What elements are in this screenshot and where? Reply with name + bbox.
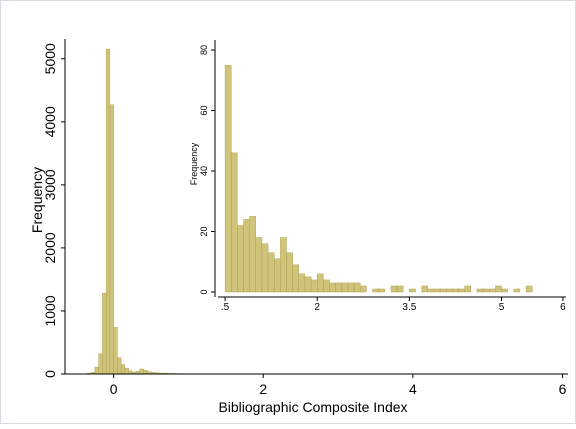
inset-x-tick-label: 5 xyxy=(499,302,505,313)
inset-x-tick-label: 6 xyxy=(560,302,566,313)
inset-bar xyxy=(397,286,403,292)
inset-bar xyxy=(280,238,286,292)
inset-bar xyxy=(409,289,415,292)
main-bar xyxy=(117,358,121,374)
main-bar xyxy=(140,369,144,374)
main-bar xyxy=(114,327,118,374)
inset-bar xyxy=(514,289,520,292)
inset-bar xyxy=(299,274,305,292)
inset-bar xyxy=(274,259,280,292)
main-x-tick-label: 2 xyxy=(259,381,267,397)
main-y-tick-label: 2000 xyxy=(42,232,58,263)
main-y-axis-label: Frequency xyxy=(29,167,45,233)
main-bar xyxy=(95,367,99,374)
inset-bar xyxy=(305,277,311,292)
main-bar xyxy=(106,49,110,374)
inset-bar xyxy=(489,289,495,292)
inset-bar xyxy=(323,280,329,292)
inset-bar xyxy=(342,283,348,292)
inset-bar xyxy=(237,225,243,292)
inset-bar xyxy=(452,289,458,292)
inset-bar xyxy=(225,65,231,292)
inset-bar xyxy=(483,289,489,292)
main-bar xyxy=(110,105,114,374)
main-x-tick-label: 6 xyxy=(559,381,567,397)
inset-y-axis-label: Frequency xyxy=(189,142,199,185)
inset-bar xyxy=(495,286,501,292)
inset-x-tick-label: 2 xyxy=(314,302,320,313)
main-bar xyxy=(125,368,129,374)
inset-bar xyxy=(465,286,471,292)
inset-bar xyxy=(440,289,446,292)
inset-bar xyxy=(317,274,323,292)
inset-bar xyxy=(256,238,262,292)
inset-bar xyxy=(434,289,440,292)
main-x-tick-label: 4 xyxy=(409,381,417,397)
inset-bar xyxy=(502,289,508,292)
main-bar xyxy=(144,370,148,374)
inset-bar xyxy=(262,244,268,292)
inset-y-tick-label: 0 xyxy=(199,289,209,294)
main-y-tick-label: 0 xyxy=(42,370,58,378)
inset-bar xyxy=(446,289,452,292)
inset-bar xyxy=(379,289,385,292)
inset-bar xyxy=(293,265,299,292)
main-bar xyxy=(99,354,103,374)
inset-bar xyxy=(311,280,317,292)
inset-bar xyxy=(330,283,336,292)
inset-y-tick-label: 80 xyxy=(199,45,209,55)
inset-bar xyxy=(526,286,532,292)
main-x-axis-label: Bibliographic Composite Index xyxy=(218,399,407,415)
inset-bar xyxy=(287,253,293,292)
inset-bar xyxy=(428,289,434,292)
inset-bar xyxy=(391,286,397,292)
inset-x-tick-label: .5 xyxy=(221,302,230,313)
inset-y-tick-label: 40 xyxy=(199,166,209,176)
inset-bar xyxy=(348,283,354,292)
inset-bar xyxy=(477,289,483,292)
main-y-tick-label: 5000 xyxy=(42,43,58,74)
main-bar xyxy=(121,365,125,374)
inset-bar xyxy=(244,219,250,292)
inset-y-tick-label: 60 xyxy=(199,106,209,116)
inset-bar xyxy=(336,283,342,292)
inset-bar xyxy=(231,153,237,292)
inset-bar xyxy=(250,216,256,292)
main-y-tick-label: 4000 xyxy=(42,106,58,137)
main-bar xyxy=(102,293,106,374)
inset-bar xyxy=(373,289,379,292)
inset-bar xyxy=(360,286,366,292)
inset-x-tick-label: 3.5 xyxy=(402,302,416,313)
inset-y-tick-label: 20 xyxy=(199,227,209,237)
inset-histogram: 0 20 40 60 80 .5 2 3.5 5 6 Frequency xyxy=(180,32,570,322)
main-y-tick-label: 1000 xyxy=(42,295,58,326)
main-x-tick-label: 0 xyxy=(110,381,118,397)
inset-bar xyxy=(459,289,465,292)
inset-bar xyxy=(354,283,360,292)
inset-bar xyxy=(422,286,428,292)
inset-bar xyxy=(268,253,274,292)
